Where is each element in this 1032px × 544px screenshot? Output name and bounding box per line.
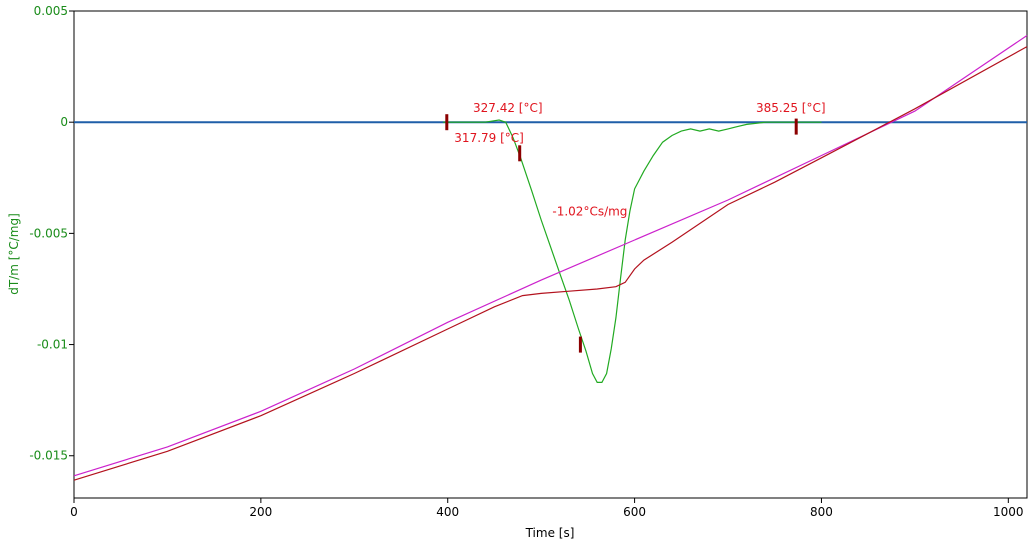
marker-layer (445, 114, 798, 353)
y-tick-label: -0.005 (29, 226, 68, 240)
annotation-1: 317.79 [°C] (454, 131, 524, 145)
y-tick-label: 0 (60, 115, 68, 129)
x-axis-ticks: 0 200 400 600 800 1000 (70, 498, 1024, 519)
series-layer (73, 35, 1028, 481)
series-line-4 (73, 46, 1028, 481)
plot-frame (73, 10, 1028, 499)
annotation-2: 327.42 [°C] (473, 101, 543, 115)
x-tick-label: 600 (623, 505, 646, 519)
event-marker-2 (518, 145, 522, 162)
annotation-layer: 317.79 [°C] 327.42 [°C] 385.25 [°C] -1.02°C… (454, 101, 825, 218)
y-tick-label: -0.015 (29, 449, 68, 463)
event-marker-1 (445, 114, 449, 131)
x-tick-label: 400 (436, 505, 459, 519)
x-tick-label: 0 (70, 505, 78, 519)
event-marker-4 (794, 118, 798, 135)
x-tick-label: 1000 (993, 505, 1024, 519)
series-line-3 (73, 35, 1028, 477)
x-axis-title: Time [s] (525, 526, 575, 540)
annotation-3: 385.25 [°C] (756, 101, 826, 115)
y-axis-ticks: 0.005 0 -0.005 -0.01 -0.015 (29, 4, 74, 463)
x-tick-label: 200 (249, 505, 272, 519)
x-tick-label: 800 (810, 505, 833, 519)
annotation-4: -1.02°Cs/mg (552, 205, 627, 219)
y-tick-label: 0.005 (34, 4, 68, 18)
y-axis-title: dT/m [°C/mg] (7, 213, 21, 295)
event-marker-3 (578, 336, 582, 353)
y-tick-label: -0.01 (37, 338, 68, 352)
series-line-2 (443, 119, 822, 383)
